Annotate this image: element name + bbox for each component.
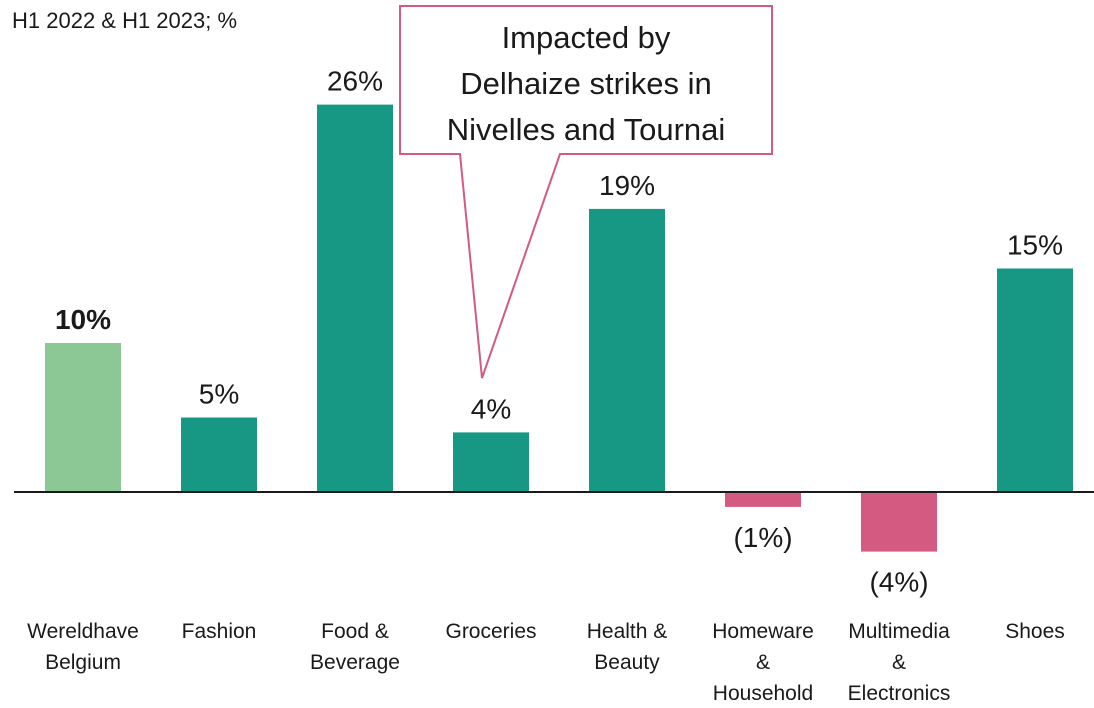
bar-6 xyxy=(861,492,937,552)
bar-4 xyxy=(589,208,665,492)
category-label-3-0: Groceries xyxy=(445,620,536,643)
category-label-7-0: Shoes xyxy=(1005,620,1065,643)
category-label-0-0: Wereldhave xyxy=(27,620,139,643)
value-label-5: (1%) xyxy=(733,522,792,553)
value-label-0: 10% xyxy=(55,304,111,335)
value-label-1: 5% xyxy=(199,379,239,410)
callout-line-0: Impacted by xyxy=(502,20,671,55)
callout-line-2: Nivelles and Tournai xyxy=(447,112,726,147)
value-label-6: (4%) xyxy=(869,567,928,598)
category-label-6-2: Electronics xyxy=(848,682,951,705)
value-label-7: 15% xyxy=(1007,230,1063,261)
bar-0 xyxy=(45,343,121,492)
value-label-2: 26% xyxy=(327,66,383,97)
category-label-2-1: Beverage xyxy=(310,651,400,674)
category-label-5-1: & xyxy=(756,651,770,674)
category-label-0-1: Belgium xyxy=(45,651,121,674)
category-label-2-0: Food & xyxy=(321,620,389,643)
chart-subtitle: H1 2022 & H1 2023; % xyxy=(12,8,238,33)
bar-2 xyxy=(317,104,393,492)
category-label-4-1: Beauty xyxy=(594,651,660,674)
bar-3 xyxy=(453,432,529,492)
category-label-1-0: Fashion xyxy=(182,620,257,643)
category-label-6-1: & xyxy=(892,651,906,674)
value-label-3: 4% xyxy=(471,393,511,424)
category-label-4-0: Health & xyxy=(587,620,668,643)
bar-1 xyxy=(181,417,257,492)
bar-7 xyxy=(997,268,1073,492)
category-label-6-0: Multimedia xyxy=(848,620,950,643)
bar-5 xyxy=(725,492,801,507)
callout-line-1: Delhaize strikes in xyxy=(460,66,712,101)
category-label-5-2: Household xyxy=(713,682,813,705)
category-label-5-0: Homeware xyxy=(712,620,814,643)
callout-bubble xyxy=(399,5,773,379)
value-label-4: 19% xyxy=(599,170,655,201)
